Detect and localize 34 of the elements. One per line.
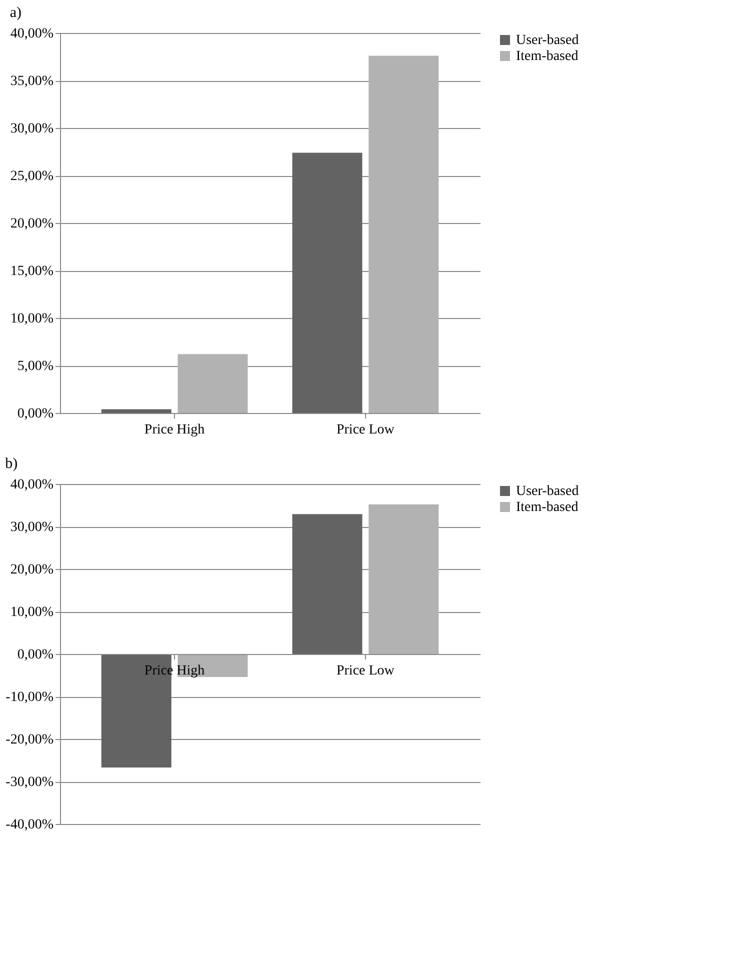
x-tick-label: Price High	[144, 422, 205, 438]
bar	[178, 354, 248, 413]
y-tick-label: 40,00%	[10, 478, 54, 492]
y-tick-label: 30,00%	[10, 520, 54, 535]
y-tick-label: 30,00%	[10, 122, 54, 136]
y-tick-label: 10,00%	[10, 605, 54, 620]
bar	[368, 56, 439, 413]
y-tick-label: -10,00%	[6, 690, 54, 705]
y-tick-label: 0,00%	[17, 648, 54, 662]
bar	[292, 514, 362, 654]
y-tick-label: 20,00%	[10, 216, 54, 232]
chart-title: b)	[5, 456, 18, 472]
bar	[101, 409, 172, 413]
chart-title: a)	[10, 5, 22, 21]
x-tick-label: Price Low	[336, 664, 396, 678]
y-tick-label: 40,00%	[10, 26, 54, 42]
bar	[368, 504, 439, 654]
legend-label: Item-based	[516, 500, 578, 515]
x-tick-label: Price Low	[336, 422, 396, 438]
y-tick-label: 25,00%	[10, 169, 54, 184]
y-tick-label: -20,00%	[6, 732, 54, 748]
bar	[292, 152, 362, 413]
legend-label: Item-based	[516, 49, 578, 64]
bar	[101, 654, 172, 768]
y-tick-label: 5,00%	[17, 359, 54, 374]
y-tick-label: 10,00%	[10, 312, 54, 326]
y-tick-label: 20,00%	[10, 562, 54, 578]
y-tick-label: 15,00%	[10, 264, 54, 279]
legend-label: User-based	[516, 33, 579, 48]
y-tick-label: 35,00%	[10, 74, 54, 89]
legend-label: User-based	[516, 484, 579, 499]
y-tick-label: -30,00%	[6, 775, 54, 790]
y-tick-label: -40,00%	[6, 818, 54, 832]
y-tick-label: 0,00%	[17, 406, 54, 422]
